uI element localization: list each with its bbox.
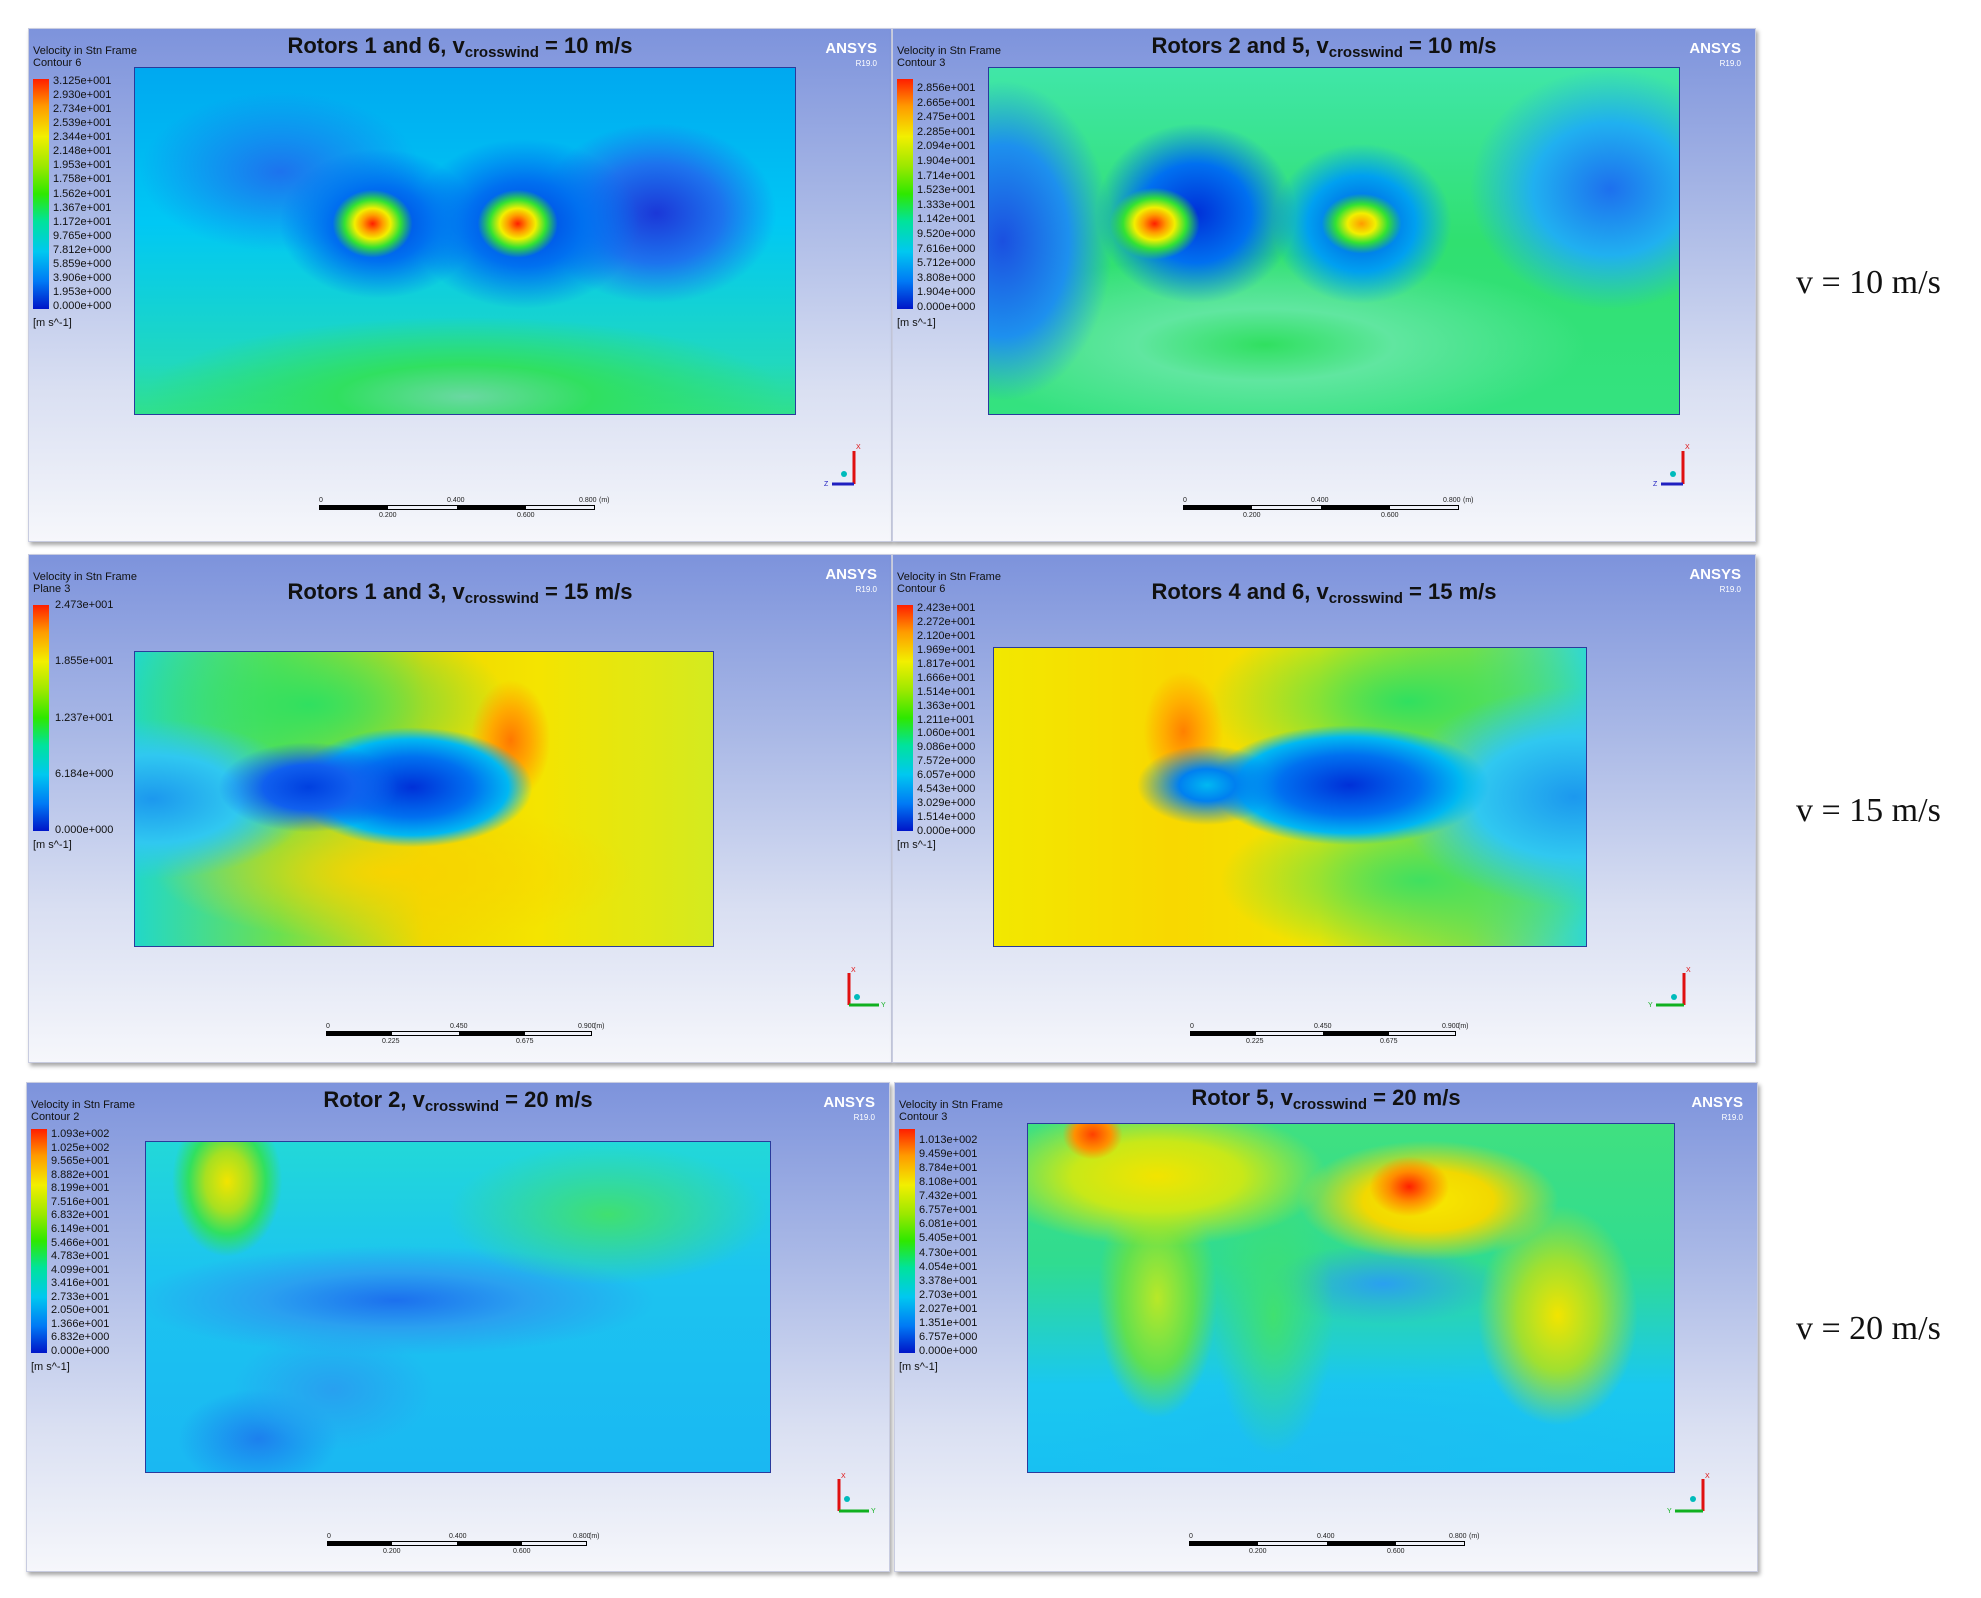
axis-triad-icon: X Z [824, 444, 861, 488]
panel-title: Rotor 5, vcrosswind = 20 m/s [1191, 1085, 1461, 1113]
panel-title: Rotors 1 and 6, vcrosswind = 10 m/s [287, 33, 633, 61]
velocity-contour-field [134, 651, 714, 947]
velocity-contour-field [134, 67, 796, 415]
variable-name: Velocity in Stn Frame Contour 2 [31, 1099, 135, 1123]
legend-unit: [m s^-1] [897, 839, 936, 851]
panel-title: Rotors 2 and 5, vcrosswind = 10 m/s [1151, 33, 1497, 61]
ansys-logo: ANSYS R19.0 [823, 1094, 875, 1122]
svg-text:X: X [1705, 1473, 1710, 1480]
contour-panel-rotor-5-20ms: Rotor 5, vcrosswind = 20 m/s Velocity in… [894, 1082, 1758, 1572]
svg-text:Z: Z [1653, 481, 1658, 488]
velocity-contour-field [993, 647, 1587, 947]
svg-text:X: X [851, 967, 856, 974]
legend-unit: [m s^-1] [33, 839, 72, 851]
color-legend-bar [897, 79, 913, 309]
color-legend-bar [33, 79, 49, 309]
panel-title: Rotor 2, vcrosswind = 20 m/s [323, 1087, 593, 1115]
legend-unit: [m s^-1] [899, 1361, 938, 1373]
axis-triad-icon: X Y [1648, 967, 1691, 1009]
color-legend-bar [899, 1129, 915, 1353]
row-label-15ms: v = 15 m/s [1796, 792, 1941, 829]
row-label-10ms: v = 10 m/s [1796, 264, 1941, 301]
svg-text:Y: Y [1667, 1508, 1672, 1515]
svg-text:Y: Y [881, 1002, 886, 1009]
svg-text:Y: Y [1648, 1002, 1653, 1009]
scale-bar: 0 0.400 0.800 (m) 0.200 0.600 [1189, 1533, 1480, 1555]
axis-triad-icon: X Y [847, 967, 886, 1009]
scale-bar: 0 0.400 0.800 (m) 0.200 0.600 [327, 1533, 600, 1555]
axis-triad-icon: X Z [1653, 444, 1690, 488]
ansys-logo: ANSYS R19.0 [825, 566, 877, 594]
contour-panel-rotor-2-20ms: Rotor 2, vcrosswind = 20 m/s Velocity in… [26, 1082, 890, 1572]
color-legend-labels: 3.125e+001 2.930e+001 2.734e+001 2.539e+001… [53, 75, 112, 312]
color-legend-labels: 2.423e+001 2.272e+001 2.120e+001 1.969e+001… [917, 602, 976, 837]
variable-name: Velocity in Stn Frame Plane 3 [33, 571, 137, 595]
row-label-20ms: v = 20 m/s [1796, 1310, 1941, 1347]
legend-unit: [m s^-1] [33, 317, 72, 329]
svg-text:Y: Y [871, 1508, 876, 1515]
contour-panel-rotors-1-3-15ms: Rotors 1 and 3, vcrosswind = 15 m/s Velo… [28, 554, 892, 1063]
panel-title: Rotors 1 and 3, vcrosswind = 15 m/s [287, 579, 633, 607]
color-legend-bar [33, 605, 49, 831]
color-legend-labels: 1.013e+002 9.459e+001 8.784e+001 8.108e+001… [919, 1134, 978, 1357]
color-legend-labels: 1.093e+002 1.025e+002 9.565e+001 8.882e+001… [51, 1128, 110, 1357]
axis-triad-icon: X Y [837, 1473, 876, 1515]
velocity-contour-field [988, 67, 1680, 415]
velocity-contour-field [1027, 1123, 1675, 1473]
panel-title: Rotors 4 and 6, vcrosswind = 15 m/s [1151, 579, 1497, 607]
contour-panel-rotors-2-5-10ms: Rotors 2 and 5, vcrosswind = 10 m/s Velo… [892, 28, 1756, 542]
ansys-logo: ANSYS R19.0 [1691, 1094, 1743, 1122]
scale-bar: 0 0.450 0.900 (m) 0.225 0.675 [326, 1023, 605, 1045]
ansys-logo: ANSYS R19.0 [1689, 566, 1741, 594]
scale-bar: 0 0.400 0.800 (m) 0.200 0.600 [319, 497, 610, 519]
variable-name: Velocity in Stn Frame Contour 6 [897, 571, 1001, 595]
scale-bar: 0 0.400 0.800 (m) 0.200 0.600 [1183, 497, 1474, 519]
legend-unit: [m s^-1] [897, 317, 936, 329]
variable-name: Velocity in Stn Frame Contour 3 [899, 1099, 1003, 1123]
svg-text:X: X [1685, 444, 1690, 451]
color-legend-bar [897, 605, 913, 831]
svg-text:X: X [856, 444, 861, 451]
legend-unit: [m s^-1] [31, 1361, 70, 1373]
velocity-contour-field [145, 1141, 771, 1473]
svg-text:Z: Z [824, 481, 829, 488]
color-legend-bar [31, 1129, 47, 1353]
ansys-logo: ANSYS R19.0 [825, 40, 877, 68]
ansys-logo: ANSYS R19.0 [1689, 40, 1741, 68]
variable-name: Velocity in Stn Frame Contour 3 [897, 45, 1001, 69]
contour-panel-rotors-4-6-15ms: Rotors 4 and 6, vcrosswind = 15 m/s Velo… [892, 554, 1756, 1063]
svg-text:X: X [1686, 967, 1691, 974]
contour-panel-rotors-1-6-10ms: Rotors 1 and 6, vcrosswind = 10 m/s Velo… [28, 28, 892, 542]
variable-name: Velocity in Stn Frame Contour 6 [33, 45, 137, 69]
color-legend-labels: 2.856e+001 2.665e+001 2.475e+001 2.285e+001… [917, 82, 976, 313]
svg-text:X: X [841, 1473, 846, 1480]
axis-triad-icon: X Y [1667, 1473, 1710, 1515]
color-legend-labels: 2.473e+001 1.855e+001 1.237e+001 6.184e+000… [55, 599, 114, 836]
scale-bar: 0 0.450 0.900 (m) 0.225 0.675 [1190, 1023, 1469, 1045]
